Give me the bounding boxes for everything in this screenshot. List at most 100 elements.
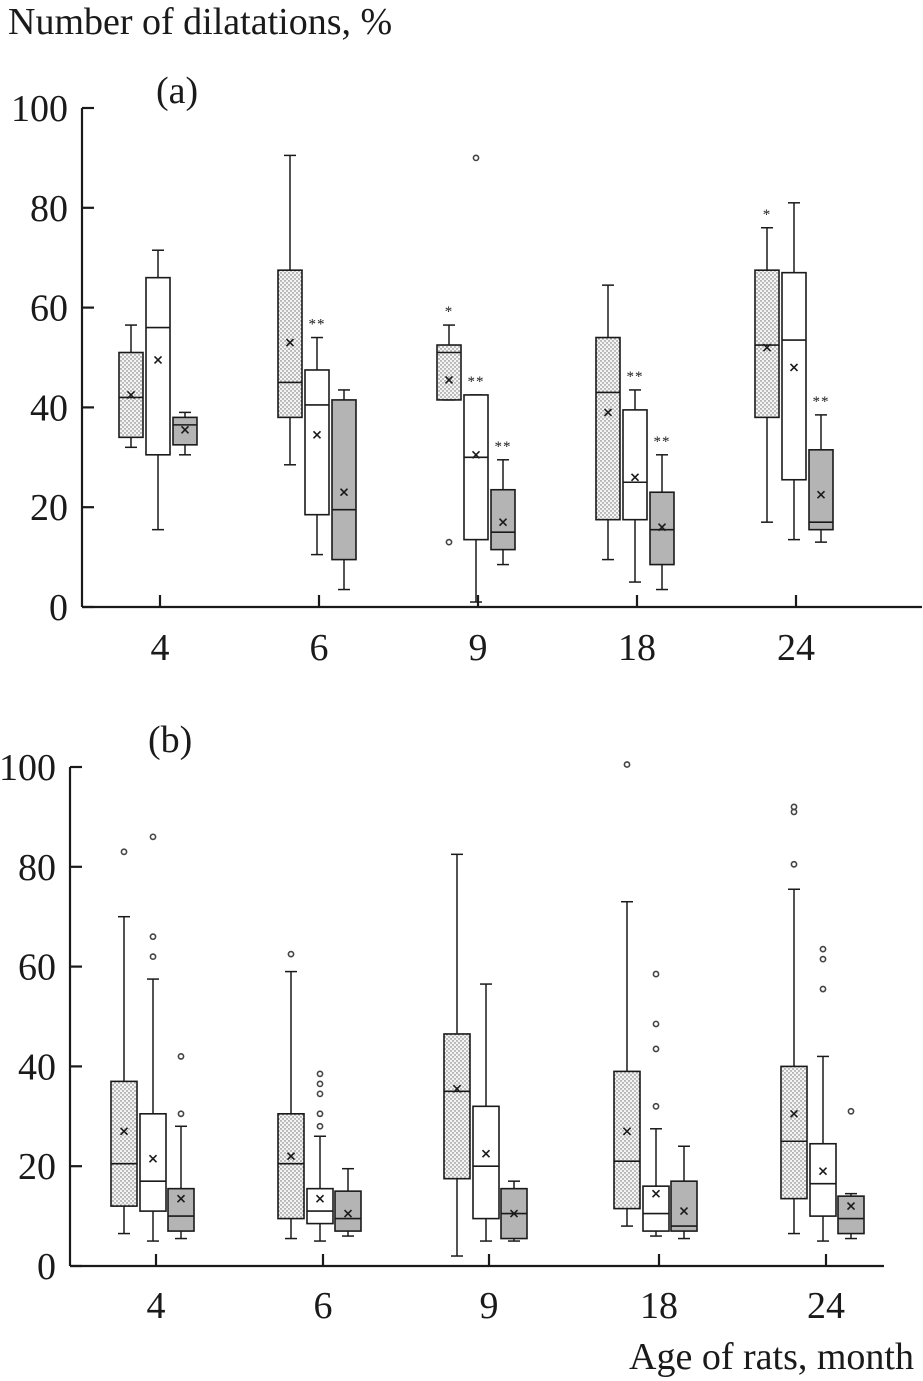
significance-mark: ** <box>495 439 512 455</box>
box-body <box>837 1195 865 1235</box>
box-body <box>490 488 516 551</box>
outlier-point <box>472 154 480 162</box>
significance-mark: * <box>763 207 772 223</box>
box-white-6: ** <box>304 317 330 556</box>
mean-marker <box>119 1127 129 1136</box>
box-gray-9: ** <box>490 439 516 566</box>
outlier-point <box>819 955 827 963</box>
box-white-9 <box>472 983 500 1242</box>
y-tick-label: 0 <box>49 587 68 629</box>
box-body <box>145 276 171 456</box>
box-white-24 <box>809 945 837 1242</box>
y-tick-label: 80 <box>18 847 56 889</box>
box-dotted-9: * <box>436 304 462 546</box>
x-tick-label: 24 <box>777 627 815 669</box>
mean-stroke <box>119 1127 129 1136</box>
mean-marker <box>818 1167 828 1176</box>
mean-marker <box>789 363 799 372</box>
mean-marker <box>603 408 613 417</box>
y-tick-label: 20 <box>30 487 68 529</box>
box-body <box>110 1080 138 1207</box>
mean-marker <box>339 488 349 497</box>
mean-marker <box>846 1202 856 1211</box>
x-tick-label: 9 <box>480 1285 499 1327</box>
mean-marker <box>762 343 772 352</box>
mean-marker <box>312 430 322 439</box>
box-body <box>780 1065 808 1200</box>
mean-stroke <box>657 523 667 532</box>
mean-stroke <box>630 473 640 482</box>
box-body <box>613 1070 641 1210</box>
mean-marker <box>509 1209 519 1218</box>
outlier-point <box>316 1110 324 1118</box>
outlier-point <box>149 933 157 941</box>
mean-marker <box>444 375 454 385</box>
y-tick-label: 20 <box>18 1146 56 1188</box>
outlier-point <box>177 1110 185 1118</box>
x-tick-label: 4 <box>147 1285 166 1327</box>
box-dotted-6 <box>277 950 305 1240</box>
x-tick-label: 18 <box>618 627 656 669</box>
panel-label: (a) <box>156 70 198 112</box>
mean-marker <box>286 1152 296 1161</box>
box-body <box>754 269 780 419</box>
outlier-point <box>790 803 798 811</box>
mean-stroke <box>498 518 508 527</box>
mean-marker <box>471 450 481 459</box>
box-body <box>277 1113 305 1220</box>
box-body <box>781 271 807 481</box>
mean-stroke <box>816 490 826 499</box>
box-body <box>809 1142 837 1217</box>
outlier-point <box>819 985 827 993</box>
mean-stroke <box>509 1209 519 1218</box>
y-tick-label: 0 <box>37 1246 56 1288</box>
mean-marker <box>126 390 136 399</box>
y-axis-title: Number of dilatations, % <box>8 1 392 43</box>
y-tick-label: 100 <box>0 747 56 789</box>
y-tick-label: 100 <box>11 88 68 130</box>
outlier-point <box>316 1070 324 1078</box>
mean-marker <box>789 1109 799 1118</box>
outlier-point <box>652 1045 660 1053</box>
mean-stroke <box>452 1084 462 1093</box>
mean-marker <box>816 490 826 499</box>
outlier-point <box>652 1102 660 1110</box>
mean-marker <box>679 1207 689 1216</box>
y-tick-label: 40 <box>30 387 68 429</box>
mean-stroke <box>153 355 163 365</box>
mean-stroke <box>315 1194 325 1203</box>
mean-stroke <box>789 363 799 372</box>
box-dotted-4 <box>118 324 144 449</box>
mean-stroke <box>846 1202 856 1211</box>
outlier-point <box>149 833 157 841</box>
mean-marker <box>622 1127 632 1136</box>
box-gray-24: ** <box>808 394 834 543</box>
mean-marker <box>285 338 295 347</box>
box-dotted-24 <box>780 803 808 1235</box>
mean-stroke <box>285 338 295 347</box>
box-gray-4 <box>172 411 198 456</box>
box-white-4 <box>139 833 167 1242</box>
box-dotted-18 <box>595 284 621 561</box>
box-body <box>649 491 675 566</box>
mean-marker <box>498 518 508 527</box>
box-body <box>622 409 648 521</box>
box-body <box>595 336 621 521</box>
outlier-point <box>287 950 295 958</box>
mean-stroke <box>651 1189 661 1198</box>
y-tick-label: 60 <box>30 288 68 330</box>
mean-stroke <box>603 408 613 417</box>
panel-label: (b) <box>148 719 192 761</box>
outlier-point <box>819 945 827 953</box>
box-white-6 <box>306 1070 334 1242</box>
mean-stroke <box>789 1109 799 1118</box>
y-tick-label: 80 <box>30 188 68 230</box>
box-body <box>306 1187 334 1225</box>
box-body <box>670 1180 698 1232</box>
box-body <box>334 1190 362 1232</box>
box-body <box>472 1105 500 1220</box>
mean-stroke <box>818 1167 828 1176</box>
x-tick-label: 9 <box>469 627 488 669</box>
mean-stroke <box>762 343 772 352</box>
